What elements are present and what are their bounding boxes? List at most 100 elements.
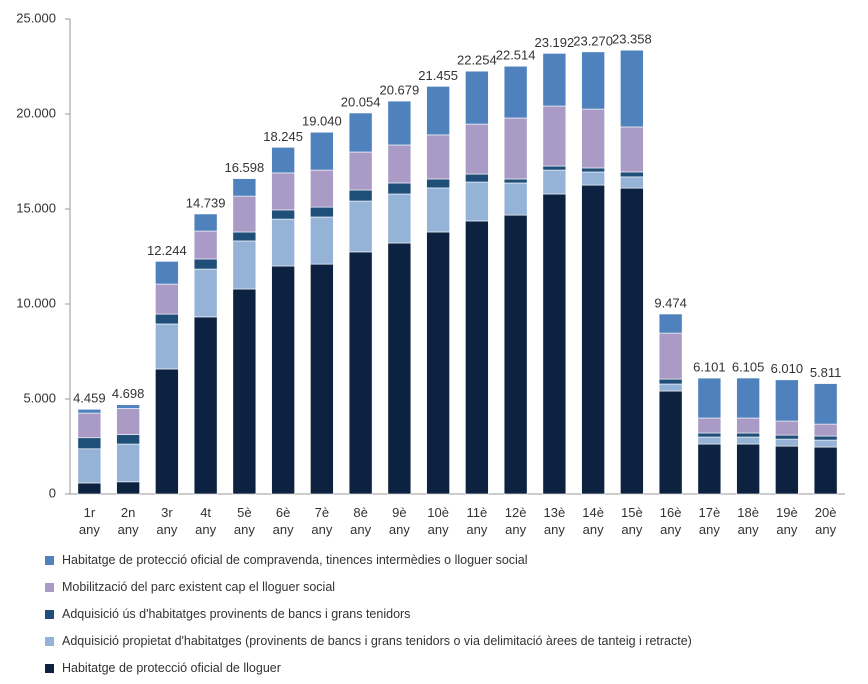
bar-segment: [581, 167, 605, 173]
bar-segment: [620, 176, 644, 189]
bar-segment: [77, 412, 102, 439]
bar-segment: [465, 220, 489, 495]
x-tick-label: 16è any: [659, 505, 682, 537]
y-tick-label: 0: [49, 485, 56, 500]
bar-segment: [310, 206, 334, 218]
y-tick-label: 25.000: [16, 10, 56, 25]
bar-segment: [348, 251, 373, 495]
bar-segment: [542, 165, 567, 171]
bar-segment: [542, 169, 567, 195]
bar-segment: [426, 134, 450, 180]
bar-segment: [155, 313, 179, 325]
legend-swatch: [45, 609, 54, 619]
bar-segment: [387, 182, 412, 195]
bar-segment: [426, 86, 450, 136]
x-tick-label: 10è any: [427, 505, 449, 537]
bar-segment: [193, 258, 218, 270]
legend-label: Habitatge de protecció oficial de compra…: [62, 553, 528, 567]
legend-label: Adquisició propietat d'habitatges (provi…: [62, 634, 692, 648]
legend-swatch: [45, 555, 54, 565]
bar-segment: [503, 65, 528, 119]
y-tick-label: 5.000: [23, 390, 56, 405]
bar-segment: [465, 70, 489, 125]
x-tick-label: 8è any: [350, 505, 372, 537]
bar-segment: [387, 144, 412, 184]
bar-segment: [310, 216, 334, 265]
bar-segment: [503, 182, 528, 216]
bar-segment: [581, 184, 605, 495]
total-label: 4.459: [73, 391, 106, 406]
legend-swatch: [45, 663, 54, 673]
x-tick-label: 17è any: [698, 505, 721, 537]
bar-segment: [736, 432, 760, 438]
total-label: 23.270: [573, 33, 613, 48]
bar-segment: [310, 131, 334, 171]
total-label: 12.244: [147, 243, 187, 258]
bar-segment: [697, 443, 722, 495]
x-tick-label: 15è any: [621, 505, 643, 537]
bar-segment: [116, 443, 140, 483]
legend-label: Adquisició ús d'habitatges provinents de…: [62, 607, 411, 621]
total-label: 23.358: [612, 32, 652, 47]
x-tick-label: 7è any: [311, 505, 333, 537]
bar-segment: [658, 332, 683, 380]
bar-segment: [155, 368, 179, 495]
bar-segment: [426, 178, 450, 189]
bar-segment: [581, 51, 605, 110]
bar-segment: [736, 377, 760, 419]
bar-segment: [193, 268, 218, 318]
bar-segment: [581, 108, 605, 169]
x-tick-label: 3r any: [156, 505, 178, 537]
total-label: 19.040: [302, 114, 342, 129]
x-tick-label: 20è any: [814, 505, 837, 537]
bar-segment: [620, 49, 644, 128]
total-label: 9.474: [654, 295, 687, 310]
bar-segment: [775, 438, 799, 447]
bar-segment: [387, 242, 412, 495]
total-label: 18.245: [263, 129, 303, 144]
bar-segment: [193, 316, 218, 495]
bar-segment: [697, 436, 722, 445]
bar-segment: [116, 434, 140, 445]
x-tick-label: 9è any: [388, 505, 410, 537]
legend-label: Mobilització del parc existent cap el ll…: [62, 580, 336, 594]
bar-segment: [620, 126, 644, 173]
legend-swatch: [45, 636, 54, 646]
bar-segment: [116, 408, 140, 435]
legend-item: Habitatge de protecció oficial de compra…: [45, 553, 528, 567]
bar-segment: [813, 423, 838, 437]
bar-segment: [271, 172, 295, 211]
bar-segment: [581, 171, 605, 186]
bar-segment: [77, 408, 102, 414]
y-tick-label: 15.000: [16, 200, 56, 215]
bar-segment: [116, 404, 140, 409]
bar-segment: [813, 446, 838, 495]
bar-segment: [77, 437, 102, 450]
bar-segment: [77, 448, 102, 484]
bar-segment: [271, 209, 295, 220]
bar-segment: [232, 178, 257, 197]
bar-segment: [775, 434, 799, 440]
x-tick-label: 18è any: [737, 505, 759, 537]
bar-segment: [310, 263, 334, 495]
bar-segment: [271, 147, 295, 174]
bar-segment: [813, 439, 838, 448]
bar-segment: [736, 417, 760, 434]
bar-segment: [503, 117, 528, 180]
total-label: 6.101: [693, 360, 726, 375]
bar-segment: [310, 169, 334, 208]
total-label: 21.455: [418, 68, 458, 83]
legend-item: Habitatge de protecció oficial de llogue…: [45, 661, 281, 675]
total-label: 22.514: [496, 48, 536, 63]
total-label: 5.811: [810, 365, 842, 380]
bar-segment: [193, 230, 218, 260]
bar-segment: [775, 379, 799, 422]
total-label: 14.739: [186, 195, 226, 210]
bar-segment: [658, 313, 683, 334]
x-tick-label: 11è any: [466, 505, 488, 537]
x-tick-label: 12è any: [504, 505, 527, 537]
bar-segment: [620, 171, 644, 178]
x-tick-label: 14è any: [582, 505, 604, 537]
